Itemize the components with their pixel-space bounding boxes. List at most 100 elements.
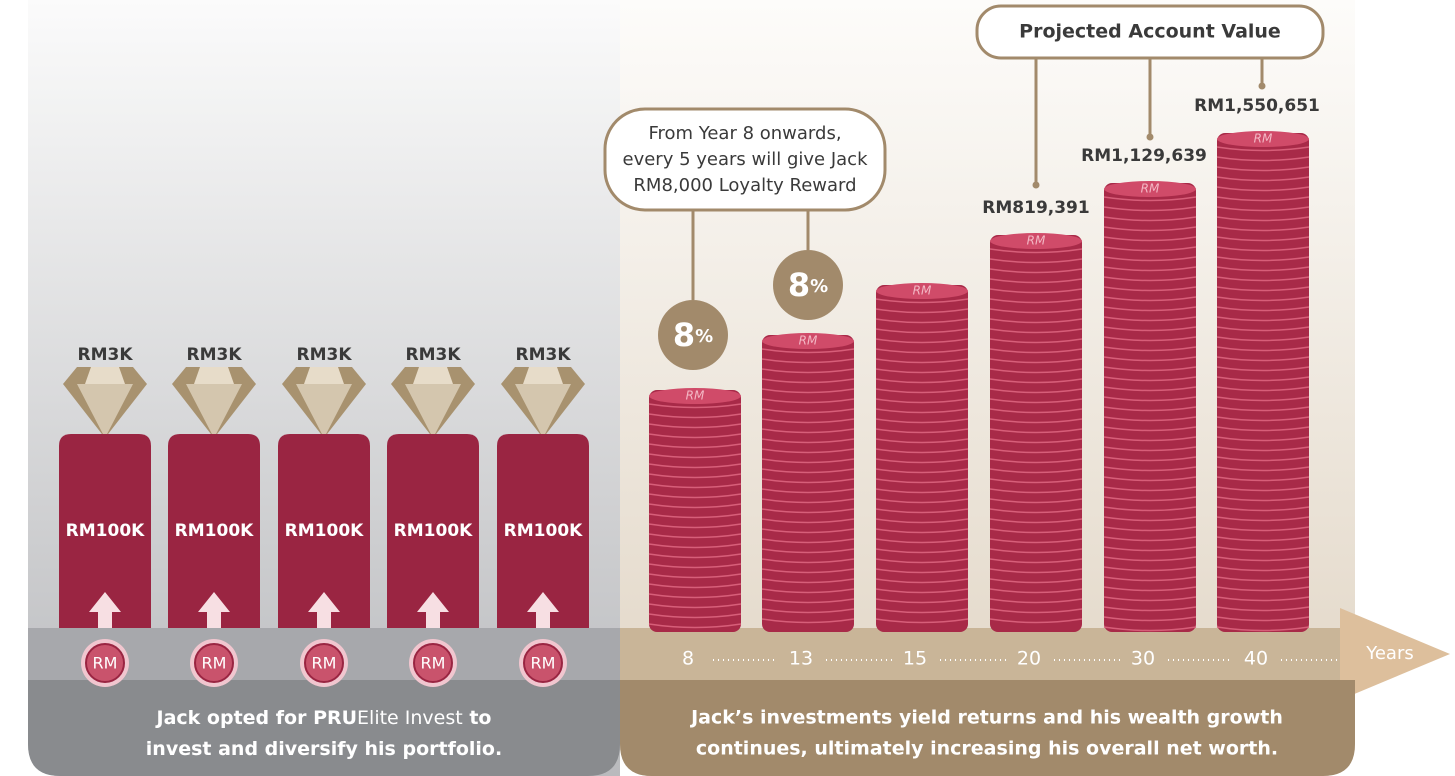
coin-edge xyxy=(1216,356,1310,362)
up-arrow xyxy=(198,592,230,628)
coin-mark: RM xyxy=(1254,132,1273,146)
coin-edge xyxy=(875,428,969,434)
coin-edge xyxy=(989,338,1083,344)
coin-edge xyxy=(989,568,1083,574)
coin-edge xyxy=(648,623,742,629)
coin-edge xyxy=(1216,496,1310,502)
coin-edge xyxy=(989,608,1083,614)
coin-label: RM xyxy=(312,654,337,673)
coin-edge xyxy=(1216,546,1310,552)
coin-edge xyxy=(989,538,1083,544)
coin-edge xyxy=(1216,276,1310,282)
coin-edge xyxy=(875,608,969,614)
bonus-badge xyxy=(773,250,843,320)
coin-edge xyxy=(1216,446,1310,452)
coin-edge xyxy=(1216,226,1310,232)
coin-edge xyxy=(1216,256,1310,262)
coin-edge xyxy=(875,528,969,534)
diamond-facet xyxy=(194,367,234,384)
coin-edge xyxy=(1103,566,1197,572)
connector-dot xyxy=(1032,181,1040,189)
coin-edge xyxy=(1103,286,1197,292)
coin-edge xyxy=(875,338,969,344)
coin-edge xyxy=(761,418,855,424)
right-caption: continues, ultimately increasing his ove… xyxy=(696,738,1278,760)
coin-edge xyxy=(1216,426,1310,432)
coin-stack xyxy=(762,335,854,632)
callout-text: From Year 8 onwards, xyxy=(648,123,841,144)
coin-edge xyxy=(1103,596,1197,602)
coin-edge xyxy=(1103,486,1197,492)
coin-top xyxy=(1217,131,1309,147)
deposit-column xyxy=(387,434,479,628)
coin-edge xyxy=(761,458,855,464)
coin-inner xyxy=(304,643,344,683)
reward-label: RM3K xyxy=(186,345,242,365)
coin-edge xyxy=(1103,416,1197,422)
coin-edge xyxy=(761,578,855,584)
diamond-facet xyxy=(304,367,344,384)
coin-edge xyxy=(1103,326,1197,332)
coin-edge xyxy=(875,578,969,584)
coin-edge xyxy=(875,508,969,514)
coin-edge xyxy=(1103,496,1197,502)
coin-edge xyxy=(1216,146,1310,152)
coin-edge xyxy=(1216,266,1310,272)
bonus-rate: 8% xyxy=(673,316,713,354)
caption-part: to xyxy=(463,707,492,729)
coin-edge xyxy=(1103,356,1197,362)
coin-edge xyxy=(1216,366,1310,372)
coin-edge xyxy=(989,618,1083,624)
coin-edge xyxy=(761,518,855,524)
coin-edge xyxy=(1103,206,1197,212)
coin-edge xyxy=(648,413,742,419)
coin-edge xyxy=(989,358,1083,364)
coin-edge xyxy=(875,458,969,464)
coin-edge xyxy=(761,358,855,364)
coin-edge xyxy=(1103,576,1197,582)
coin-edge xyxy=(1103,626,1197,632)
connector-dot xyxy=(1258,82,1266,90)
coin-edge xyxy=(1216,166,1310,172)
coin-edge xyxy=(875,518,969,524)
coin-edge xyxy=(1103,536,1197,542)
deposit-column xyxy=(59,434,151,628)
coin-edge xyxy=(648,473,742,479)
coin-edge xyxy=(989,558,1083,564)
coin-edge xyxy=(761,388,855,394)
projected-value: RM1,550,651 xyxy=(1194,96,1320,116)
coin-edge xyxy=(1103,216,1197,222)
coin-edge xyxy=(1103,426,1197,432)
coin-edge xyxy=(989,508,1083,514)
coin-edge xyxy=(761,508,855,514)
coin-edge xyxy=(1216,526,1310,532)
coin-edge xyxy=(761,538,855,544)
coin-edge xyxy=(1216,346,1310,352)
coin-top xyxy=(990,233,1082,249)
coin-edge xyxy=(648,593,742,599)
coin-edge xyxy=(648,573,742,579)
coin-edge xyxy=(761,428,855,434)
coin-label: RM xyxy=(93,654,118,673)
timeline-arrow xyxy=(1340,608,1450,700)
coin-edge xyxy=(648,483,742,489)
coin-edge xyxy=(989,408,1083,414)
coin-edge xyxy=(761,348,855,354)
up-arrow xyxy=(308,592,340,628)
reward-label: RM3K xyxy=(515,345,571,365)
coin-edge xyxy=(989,328,1083,334)
coin-top xyxy=(1104,181,1196,197)
coin-edge xyxy=(1216,396,1310,402)
coin-edge xyxy=(989,528,1083,534)
projected-value: RM819,391 xyxy=(982,198,1089,218)
coin-edge xyxy=(1216,596,1310,602)
coin-edge xyxy=(875,388,969,394)
coin-edge xyxy=(648,443,742,449)
coin-edge xyxy=(1216,586,1310,592)
up-arrow xyxy=(89,592,121,628)
diamond-facet xyxy=(515,384,571,438)
coin-edge xyxy=(875,558,969,564)
coin-edge xyxy=(1216,206,1310,212)
coin-edge xyxy=(1216,156,1310,162)
coin-edge xyxy=(875,328,969,334)
